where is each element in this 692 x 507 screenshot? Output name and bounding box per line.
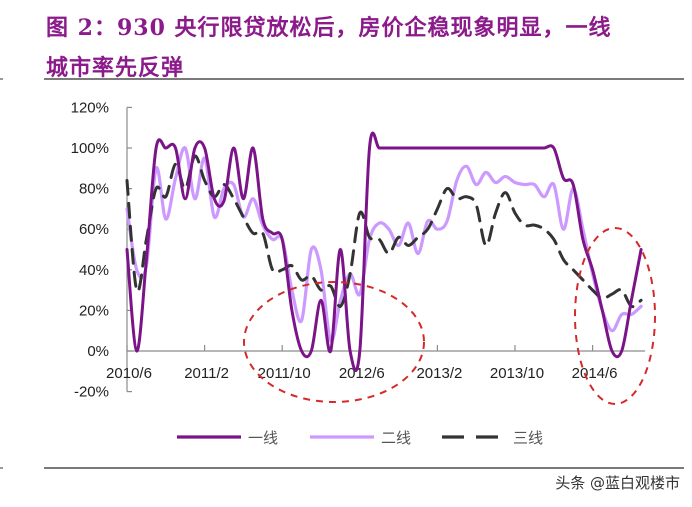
y-tick-label: 60% — [79, 221, 109, 238]
highlight-ellipse-2011-2012 — [243, 281, 425, 403]
series-tier3-line — [125, 154, 643, 309]
watermark: 头条 @蓝白观楼市 — [555, 474, 680, 492]
legend-label: 二线 — [381, 429, 411, 447]
x-tick-label: 2011/10 — [258, 365, 311, 382]
y-tick-label: 0% — [87, 343, 109, 360]
y-tick-label: 40% — [79, 262, 109, 279]
legend-label: 一线 — [248, 429, 278, 447]
series-layer — [125, 131, 643, 372]
x-tick-label: 2010/6 — [106, 365, 152, 382]
y-tick-label: 100% — [71, 140, 109, 157]
legend-item-tier2: 二线 — [310, 429, 411, 447]
y-tick-label: 120% — [71, 99, 109, 116]
series-tier2-line — [125, 146, 643, 343]
y-axis: 120% 100% 80% 60% 40% 20% 0% -20% — [71, 99, 132, 401]
annotation-layer — [243, 227, 656, 405]
x-tick-label: 2012/6 — [339, 365, 385, 382]
bottom-divider — [44, 467, 684, 469]
x-tick-label: 2014/6 — [572, 365, 618, 382]
top-divider — [44, 78, 684, 80]
figure-title: 图 2：930 央行限贷放松后，房价企稳现象明显，一线 城市率先反弹 — [46, 8, 686, 88]
legend-item-tier1: 一线 — [177, 429, 278, 447]
series-tier1-line — [125, 131, 643, 372]
left-margin-mark — [0, 78, 3, 80]
y-tick-label: 80% — [79, 181, 109, 198]
figure-title-line-2: 城市率先反弹 — [46, 55, 185, 81]
x-axis: 2010/6 2011/2 2011/10 2012/6 2013/2 2013/10 20… — [106, 345, 646, 382]
chart-legend: 一线 二线 三线 — [177, 429, 543, 447]
x-tick-label: 2011/2 — [184, 365, 229, 382]
highlight-ellipse-2014 — [574, 227, 656, 405]
y-tick-label: 20% — [79, 302, 109, 319]
legend-item-tier3: 三线 — [442, 429, 543, 447]
x-tick-label: 2013/10 — [490, 365, 544, 382]
x-tick-label: 2013/2 — [416, 365, 462, 382]
figure-title-line-1: 图 2：930 央行限贷放松后，房价企稳现象明显，一线 — [46, 15, 612, 41]
left-margin-mark — [0, 467, 3, 469]
y-tick-label: -20% — [74, 384, 109, 401]
legend-label: 三线 — [513, 429, 543, 447]
